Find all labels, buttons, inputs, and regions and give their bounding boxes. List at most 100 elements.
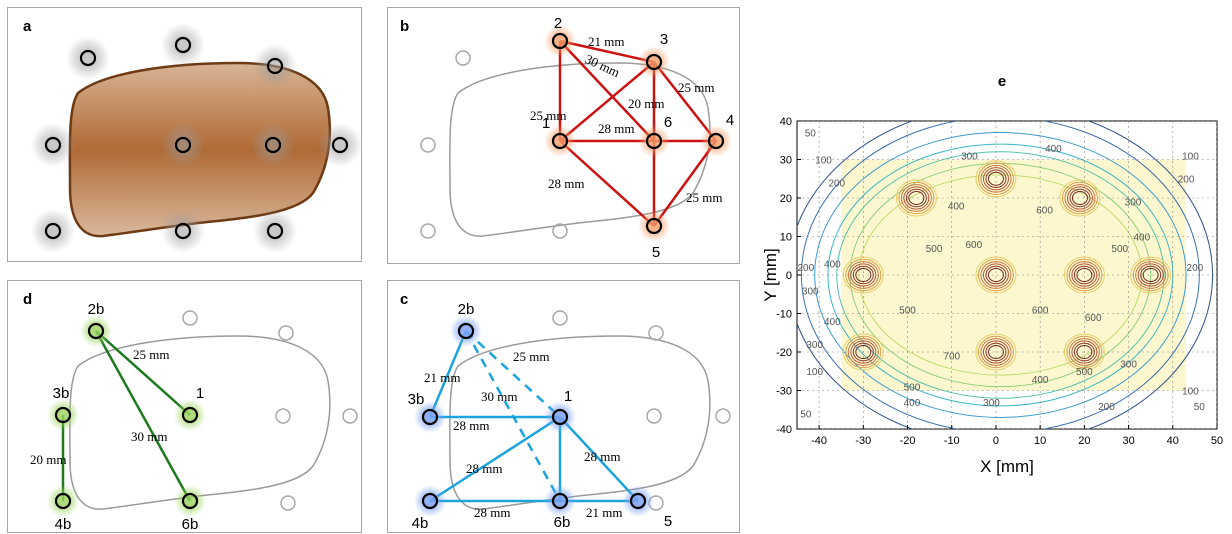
electrode-marker bbox=[44, 136, 62, 154]
active-electrode-halo bbox=[80, 315, 112, 347]
active-electrode bbox=[551, 32, 569, 50]
x-tick-label: 20 bbox=[1078, 435, 1090, 447]
peak-contour bbox=[1071, 340, 1098, 364]
peak-contour bbox=[1076, 268, 1093, 282]
peak-contour bbox=[1069, 188, 1091, 208]
peak-contour bbox=[982, 263, 1009, 287]
electrode-halo bbox=[66, 36, 110, 80]
electrode-number: 4b bbox=[55, 516, 72, 533]
contour-label: 500 bbox=[1076, 367, 1093, 378]
x-tick-label: 40 bbox=[1167, 435, 1179, 447]
distance-label: 20 mm bbox=[30, 452, 66, 467]
peak-contour bbox=[987, 268, 1004, 282]
distance-label: 28 mm bbox=[453, 418, 489, 433]
connection-line bbox=[653, 61, 717, 142]
y-tick-label: -20 bbox=[776, 347, 792, 359]
active-electrode-halo bbox=[622, 485, 654, 517]
panel-label-d: d bbox=[23, 291, 33, 308]
contour-label: 400 bbox=[1045, 144, 1062, 155]
active-electrode bbox=[707, 132, 725, 150]
peak-contour bbox=[842, 256, 884, 294]
contour-label: 300 bbox=[1125, 198, 1142, 209]
electrode-halo bbox=[31, 209, 75, 253]
peak-contour bbox=[977, 258, 1014, 292]
contour-label: 200 bbox=[1178, 175, 1195, 186]
contour-label: 50 bbox=[805, 128, 817, 139]
peak-contour bbox=[908, 191, 925, 205]
active-electrode bbox=[645, 217, 663, 235]
active-electrode bbox=[457, 322, 475, 340]
active-electrode bbox=[551, 408, 569, 426]
peak-contour bbox=[1066, 186, 1093, 210]
contour-label: 200 bbox=[1187, 263, 1204, 274]
connection-line bbox=[559, 39, 655, 64]
peak-contour bbox=[975, 160, 1017, 198]
contour-label: 300 bbox=[806, 340, 823, 351]
active-electrode-halo bbox=[700, 125, 732, 157]
electrode-number: 1 bbox=[196, 385, 204, 402]
electrode-number: 3 bbox=[660, 31, 668, 48]
distance-label: 25 mm bbox=[678, 80, 714, 95]
panel-d-diagram: 2b 3b 1 4b 6b 25 mm 30 mm 20 mm bbox=[30, 301, 358, 533]
inactive-electrode bbox=[648, 325, 664, 341]
peak-contour bbox=[895, 179, 937, 217]
peak-contour bbox=[842, 333, 884, 371]
tissue-outline bbox=[69, 335, 331, 510]
contour-line bbox=[814, 132, 1187, 418]
inactive-electrode bbox=[715, 408, 731, 424]
peak-contour bbox=[1140, 265, 1162, 285]
contour-label: 600 bbox=[1032, 306, 1049, 317]
contour-label: 100 bbox=[815, 155, 832, 166]
connection-line bbox=[94, 330, 192, 502]
contour-label: 300 bbox=[983, 398, 1000, 409]
x-tick-label: 10 bbox=[1034, 435, 1046, 447]
panel-b: b 1 2 3 4 5 6 21 mm 30 mm 25 mm 20 mm 25 mm 28 mm 28… bbox=[387, 7, 740, 264]
connection-line bbox=[559, 416, 639, 502]
electrode-number: 6 bbox=[664, 114, 672, 131]
peak-contour bbox=[1068, 338, 1100, 366]
active-electrode bbox=[645, 132, 663, 150]
peak-contour bbox=[855, 345, 872, 359]
active-electrode-halo bbox=[638, 210, 670, 242]
peak-contour bbox=[1061, 181, 1098, 215]
contour-label: 200 bbox=[921, 109, 938, 120]
x-tick-label: 50 bbox=[1211, 435, 1223, 447]
contour-label: 200 bbox=[797, 263, 814, 274]
connection-line bbox=[465, 330, 561, 418]
peak-contour bbox=[1066, 258, 1103, 292]
distance-label: 28 mm bbox=[598, 121, 634, 136]
contour-label: 200 bbox=[1098, 402, 1115, 413]
contour-label: 100 bbox=[1182, 152, 1199, 163]
connection-line bbox=[95, 330, 191, 416]
electrode-number: 6b bbox=[182, 516, 199, 533]
inactive-electrode bbox=[420, 137, 436, 153]
peak-contour bbox=[985, 265, 1007, 285]
electrode-marker bbox=[266, 222, 284, 240]
inactive-electrode bbox=[552, 223, 568, 239]
electrode-number: 4b bbox=[412, 515, 429, 532]
y-tick-label: 0 bbox=[786, 270, 792, 282]
peak-contour bbox=[1071, 263, 1098, 287]
peak-contour bbox=[985, 342, 1007, 362]
peak-contour bbox=[905, 188, 927, 208]
peak-contour bbox=[1130, 256, 1172, 294]
y-axis-label: Y [mm] bbox=[761, 248, 780, 302]
active-electrode bbox=[421, 408, 439, 426]
contour-label: 200 bbox=[1076, 109, 1093, 120]
panel-a-diagram bbox=[31, 23, 362, 253]
electrode-halo bbox=[253, 209, 297, 253]
contour-label: 400 bbox=[1032, 375, 1049, 386]
distance-label: 25 mm bbox=[133, 347, 169, 362]
inactive-electrode bbox=[182, 310, 198, 326]
active-electrode bbox=[421, 492, 439, 510]
panel-label-c: c bbox=[400, 291, 409, 308]
distance-label: 30 mm bbox=[583, 51, 622, 80]
electrode-halo bbox=[31, 123, 75, 167]
active-electrode-halo bbox=[638, 125, 670, 157]
peak-contour bbox=[1063, 256, 1105, 294]
inactive-electrode bbox=[280, 495, 296, 511]
peak-contour bbox=[1076, 345, 1093, 359]
distance-label: 25 mm bbox=[686, 190, 722, 205]
distance-label: 30 mm bbox=[131, 429, 167, 444]
electrode-halo bbox=[253, 44, 297, 88]
